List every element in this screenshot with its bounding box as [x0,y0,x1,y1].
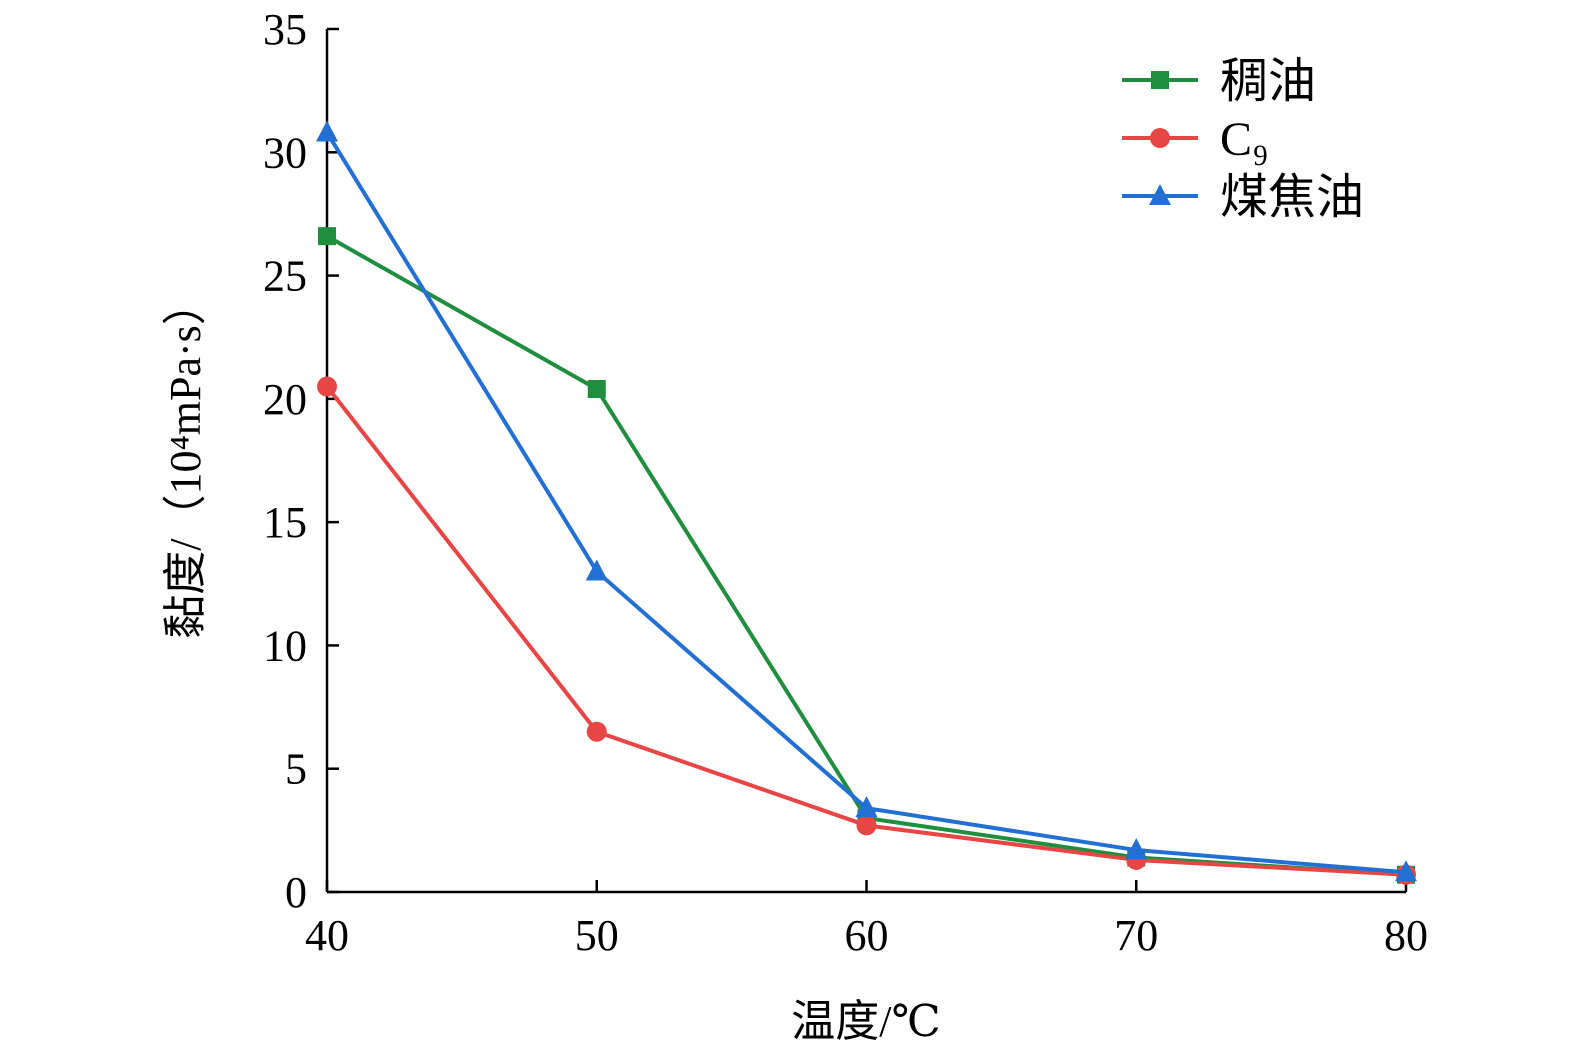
series-line [326,234,1407,877]
x-tick-label: 50 [575,911,619,960]
y-tick-label: 30 [263,128,307,177]
y-tick-label: 15 [263,498,307,547]
legend-label: 稠油 [1220,55,1316,108]
x-tick-label: 70 [1114,911,1158,960]
data-point [585,559,608,581]
legend-marker [1150,128,1170,148]
series-2 [316,120,1417,882]
x-tick-label: 60 [845,911,889,960]
legend-label: 煤焦油 [1220,171,1364,224]
data-point [587,379,606,398]
y-tick-label: 10 [263,621,307,670]
y-tick-label: 5 [285,745,307,794]
data-point [318,227,336,246]
legend-marker [1149,184,1171,205]
legend-label: C₉ [1220,113,1269,166]
x-tick-label: 40 [305,911,349,960]
data-point [855,796,878,818]
legend-item: C₉ [1122,113,1269,166]
legend-item: 煤焦油 [1122,171,1364,224]
y-tick-label: 20 [263,375,307,424]
data-point [1125,838,1148,860]
data-point [317,376,337,397]
data-point [586,721,607,742]
series-line [325,131,1407,875]
y-tick-label: 35 [263,5,307,54]
data-point [1395,860,1417,882]
legend-item: 稠油 [1122,55,1316,108]
y-tick-label: 25 [263,252,307,301]
y-axis-title: 黏度/（10⁴mPa·s） [161,281,210,639]
y-ticks: 0 5 10 15 20 25 30 35 [263,5,339,917]
axes: 40 50 60 70 80 0 5 10 15 20 25 30 35 [263,5,1428,960]
y-tick-label: 0 [285,868,307,917]
series-0 [318,227,1415,884]
legend-marker [1151,71,1169,89]
series-layer [316,120,1417,885]
data-point [316,120,338,142]
x-tick-label: 80 [1384,911,1428,960]
x-axis-title: 温度/℃ [791,997,940,1046]
x-ticks: 40 50 60 70 80 [305,880,1428,960]
data-point [856,815,877,836]
